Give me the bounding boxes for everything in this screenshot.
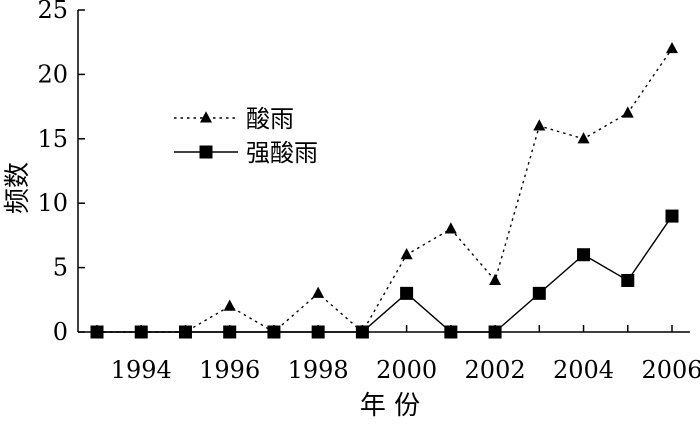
x-tick-label: 2004 bbox=[553, 356, 614, 384]
series-2 bbox=[90, 209, 679, 339]
x-tick-label: 2000 bbox=[376, 356, 437, 384]
axes: 0 5 10 15 20 25 1994 1996 1998 2000 2002 2004 2006 bbox=[37, 0, 700, 384]
data-point bbox=[400, 286, 414, 300]
legend-entry-1: 酸雨 bbox=[174, 105, 294, 133]
legend-label: 强酸雨 bbox=[246, 139, 318, 167]
x-tick-label: 1996 bbox=[199, 356, 260, 384]
data-point bbox=[444, 325, 458, 339]
data-point bbox=[90, 325, 104, 339]
data-point bbox=[489, 273, 502, 286]
x-tick-label: 2006 bbox=[641, 356, 700, 384]
legend-label: 酸雨 bbox=[246, 105, 294, 133]
series-line bbox=[97, 215, 673, 333]
y-tick-label: 5 bbox=[53, 254, 68, 282]
series-line bbox=[97, 48, 673, 334]
data-point bbox=[621, 106, 634, 118]
data-point bbox=[134, 325, 148, 339]
y-tick-label: 20 bbox=[37, 60, 68, 88]
y-tick-label: 0 bbox=[53, 318, 68, 346]
data-point bbox=[665, 209, 679, 223]
data-point bbox=[621, 273, 635, 287]
data-point bbox=[444, 222, 457, 234]
series-layer bbox=[90, 41, 679, 339]
data-point bbox=[488, 325, 502, 339]
legend-entry-2: 强酸雨 bbox=[174, 139, 318, 167]
x-tick-label: 2002 bbox=[465, 356, 526, 384]
legend-marker bbox=[199, 145, 213, 159]
y-tick-label: 25 bbox=[37, 0, 68, 24]
data-point bbox=[311, 325, 325, 339]
series-1 bbox=[91, 41, 678, 337]
x-axis-title: 年 份 bbox=[360, 391, 420, 421]
y-tick-label: 15 bbox=[37, 125, 68, 153]
data-point bbox=[223, 325, 237, 339]
x-tick-label: 1998 bbox=[288, 356, 349, 384]
data-point bbox=[532, 286, 546, 300]
data-point bbox=[178, 325, 192, 339]
data-point bbox=[355, 325, 369, 339]
data-point bbox=[577, 132, 590, 144]
data-point bbox=[666, 41, 678, 54]
y-tick-label: 10 bbox=[37, 189, 68, 217]
y-axis-title: 频数 bbox=[3, 162, 33, 214]
x-tick-label: 1994 bbox=[111, 356, 172, 384]
data-point bbox=[533, 119, 546, 131]
legend-marker bbox=[200, 111, 212, 123]
data-point bbox=[312, 286, 325, 298]
data-point bbox=[267, 325, 281, 339]
data-point bbox=[223, 299, 236, 311]
data-point bbox=[400, 248, 413, 260]
data-point bbox=[577, 248, 591, 262]
